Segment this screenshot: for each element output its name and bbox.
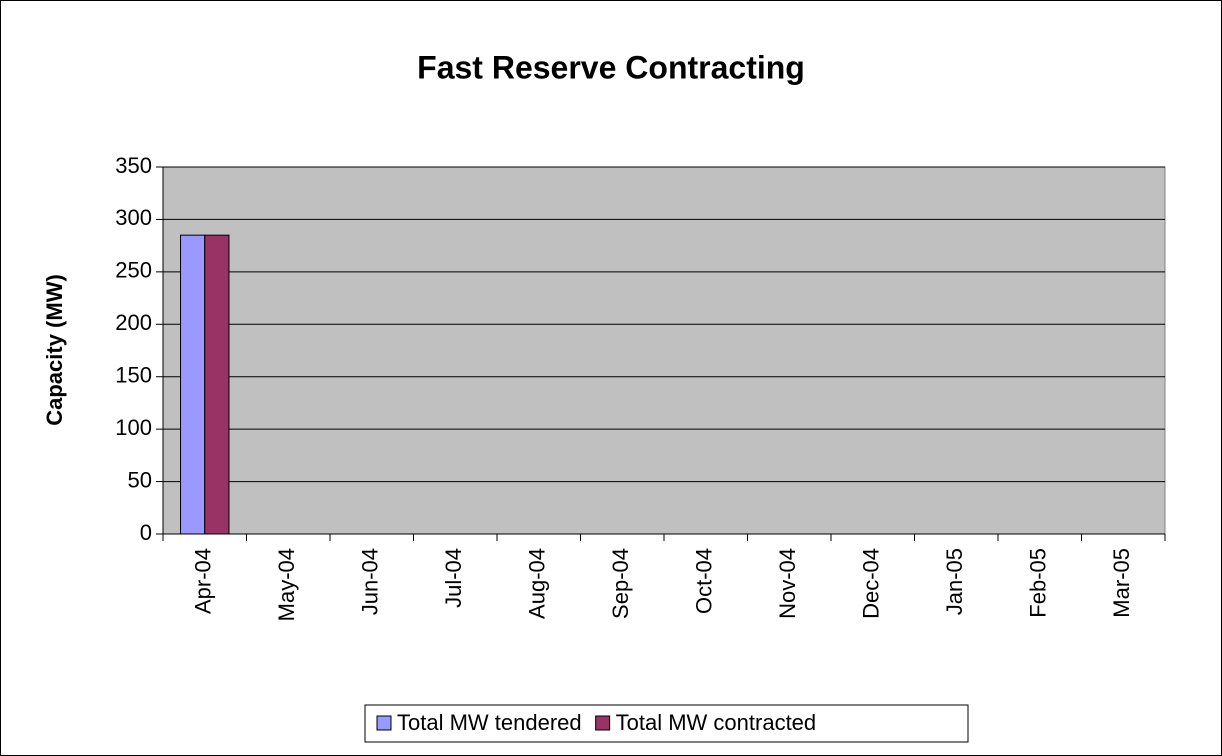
x-tick-label: Jun-04 xyxy=(358,548,383,615)
legend-swatch xyxy=(376,715,392,731)
x-tick-label: Jan-05 xyxy=(942,548,967,615)
x-tick-label: Feb-05 xyxy=(1026,548,1051,618)
chart-title: Fast Reserve Contracting xyxy=(417,49,805,85)
x-tick-label: Jul-04 xyxy=(441,548,466,608)
x-tick-label: Aug-04 xyxy=(525,548,550,619)
x-tick-label: Apr-04 xyxy=(191,548,216,614)
y-tick-label: 300 xyxy=(115,205,152,230)
x-tick-label: Nov-04 xyxy=(775,548,800,619)
x-tick-label: Sep-04 xyxy=(608,548,633,619)
y-tick-label: 50 xyxy=(128,467,152,492)
plot-area xyxy=(162,166,1166,535)
x-tick-label: May-04 xyxy=(274,548,299,621)
y-axis-label: Capacity (MW) xyxy=(42,274,67,426)
y-tick-label: 350 xyxy=(115,153,152,178)
legend-label: Total MW contracted xyxy=(616,710,817,735)
legend-swatch xyxy=(595,715,611,731)
bar xyxy=(180,234,206,535)
y-tick-label: 150 xyxy=(115,363,152,388)
x-tick-label: Oct-04 xyxy=(692,548,717,614)
x-tick-label: Dec-04 xyxy=(859,548,884,619)
y-tick-label: 200 xyxy=(115,310,152,335)
legend-box xyxy=(364,704,969,743)
x-tick-label: Mar-05 xyxy=(1109,548,1134,618)
bar xyxy=(204,234,230,535)
y-tick-label: 250 xyxy=(115,258,152,283)
legend-label: Total MW tendered xyxy=(397,710,582,735)
y-tick-label: 100 xyxy=(115,415,152,440)
y-tick-label: 0 xyxy=(140,520,152,545)
